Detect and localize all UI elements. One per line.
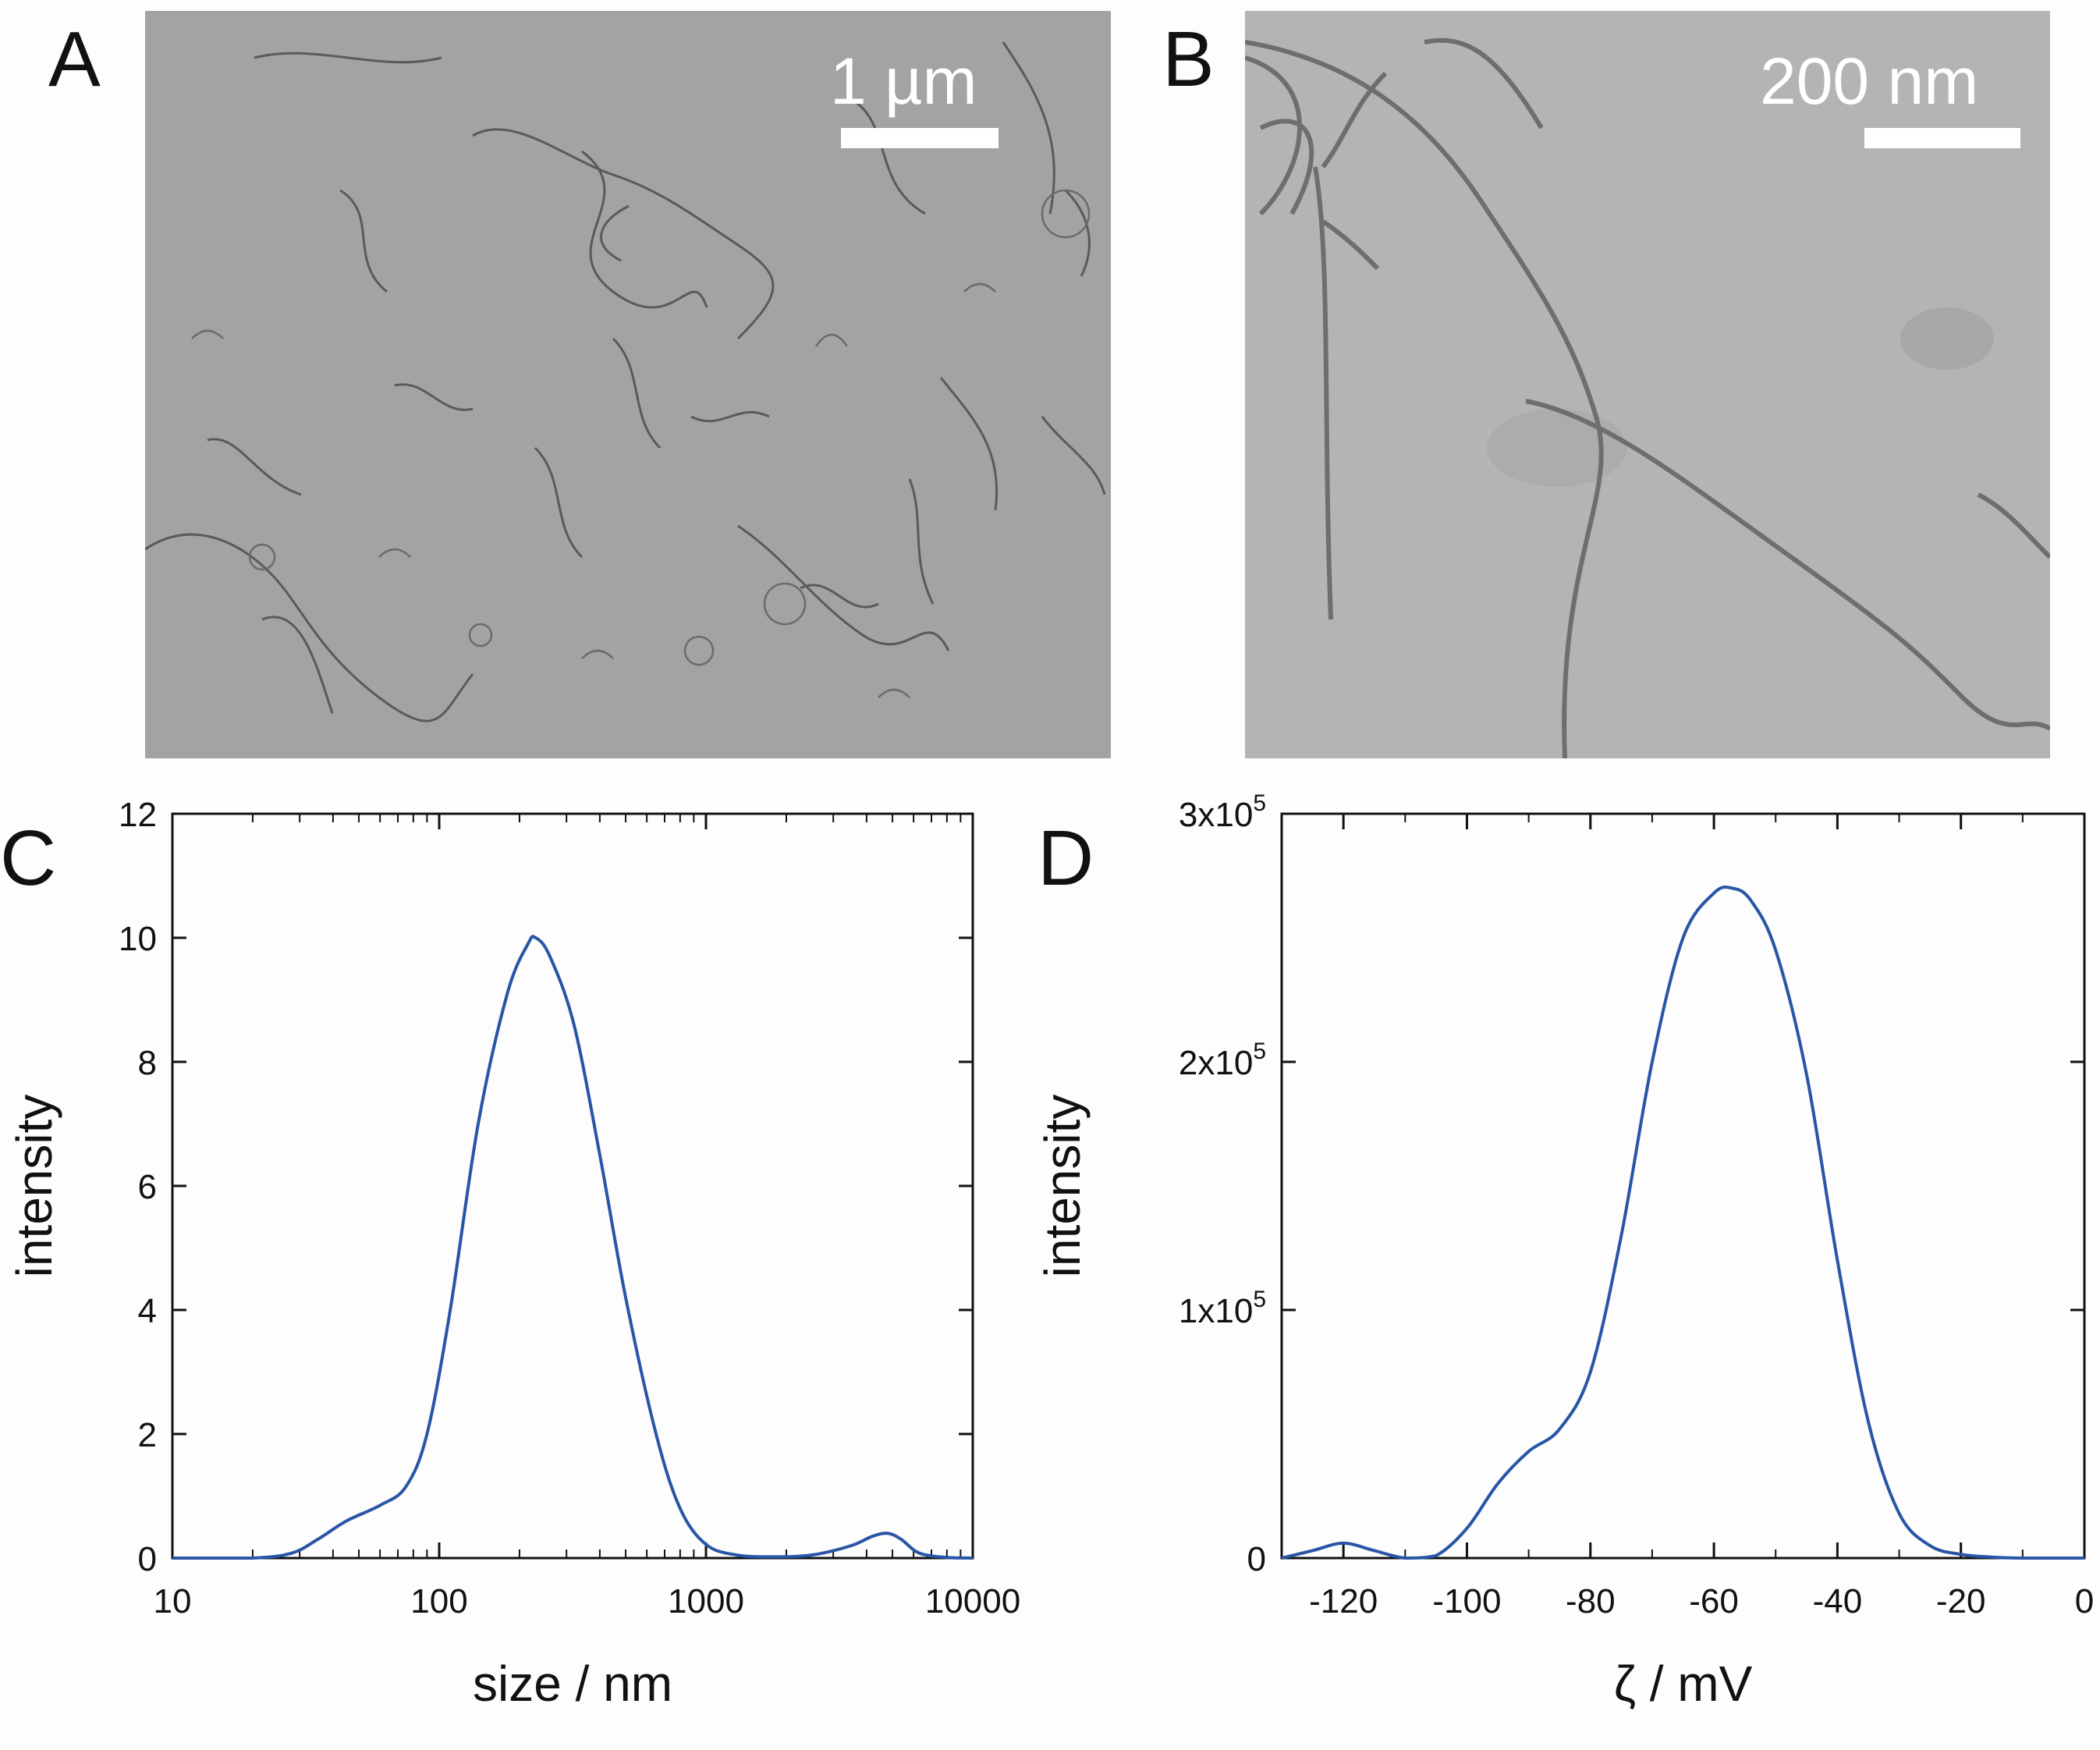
y-tick-label: 10 — [119, 920, 157, 958]
y-tick-label: 8 — [138, 1044, 157, 1082]
y-tick-label: 0 — [1247, 1540, 1266, 1578]
y-tick-label: 3x105 — [1179, 790, 1266, 834]
x-tick-label: -100 — [1432, 1582, 1501, 1620]
y-tick-label: 4 — [138, 1292, 157, 1330]
x-tick-label: -40 — [1813, 1582, 1863, 1620]
tem-image-a — [145, 11, 1111, 758]
y-axis-title: intensity — [6, 1095, 62, 1278]
x-tick-label: -60 — [1689, 1582, 1739, 1620]
x-tick-label: 10000 — [925, 1582, 1020, 1620]
panel-letter-d: D — [1038, 815, 1094, 902]
panel-letter-b: B — [1162, 16, 1215, 103]
x-axis-title: size / nm — [473, 1656, 672, 1712]
scale-label-a: 1 µm — [830, 44, 977, 118]
scale-bar-a — [841, 128, 999, 148]
y-tick-label: 2 — [138, 1416, 157, 1454]
x-tick-label: -80 — [1566, 1582, 1616, 1620]
x-tick-label: 0 — [2075, 1582, 2094, 1620]
y-axis-title: intensity — [1034, 1095, 1091, 1278]
scale-label-b: 200 nm — [1760, 44, 1979, 118]
tem-image-b — [1245, 11, 2050, 758]
x-tick-label: -20 — [1936, 1582, 1986, 1620]
x-tick-label: 100 — [410, 1582, 467, 1620]
plot-frame-c — [171, 812, 974, 1560]
y-tick-label: 0 — [138, 1540, 157, 1578]
x-axis-title: ζ / mV — [1614, 1656, 1753, 1712]
y-tick-label: 12 — [119, 796, 157, 834]
x-tick-label: 10 — [154, 1582, 192, 1620]
y-tick-label: 6 — [138, 1168, 157, 1206]
x-tick-label: 1000 — [668, 1582, 744, 1620]
panel-letter-a: A — [48, 16, 101, 103]
series-line-c — [172, 935, 974, 1560]
plot-frame-d — [1280, 812, 2086, 1560]
scale-bar-b — [1864, 128, 2020, 148]
panel-letter-c: C — [0, 815, 57, 902]
y-tick-label: 2x105 — [1179, 1038, 1266, 1082]
x-tick-label: -120 — [1309, 1582, 1378, 1620]
chart-d-group: 0 1x105 2x105 3x105 -120 -100 -80 -60 -40 -20 0 ζ /… — [1034, 790, 2094, 1712]
chart-c-group: 0 2 4 6 8 10 12 10 100 1000 10000 size / nm intensit… — [6, 796, 1020, 1712]
series-line-d — [1281, 885, 2084, 1560]
y-tick-label: 1x105 — [1179, 1287, 1266, 1330]
